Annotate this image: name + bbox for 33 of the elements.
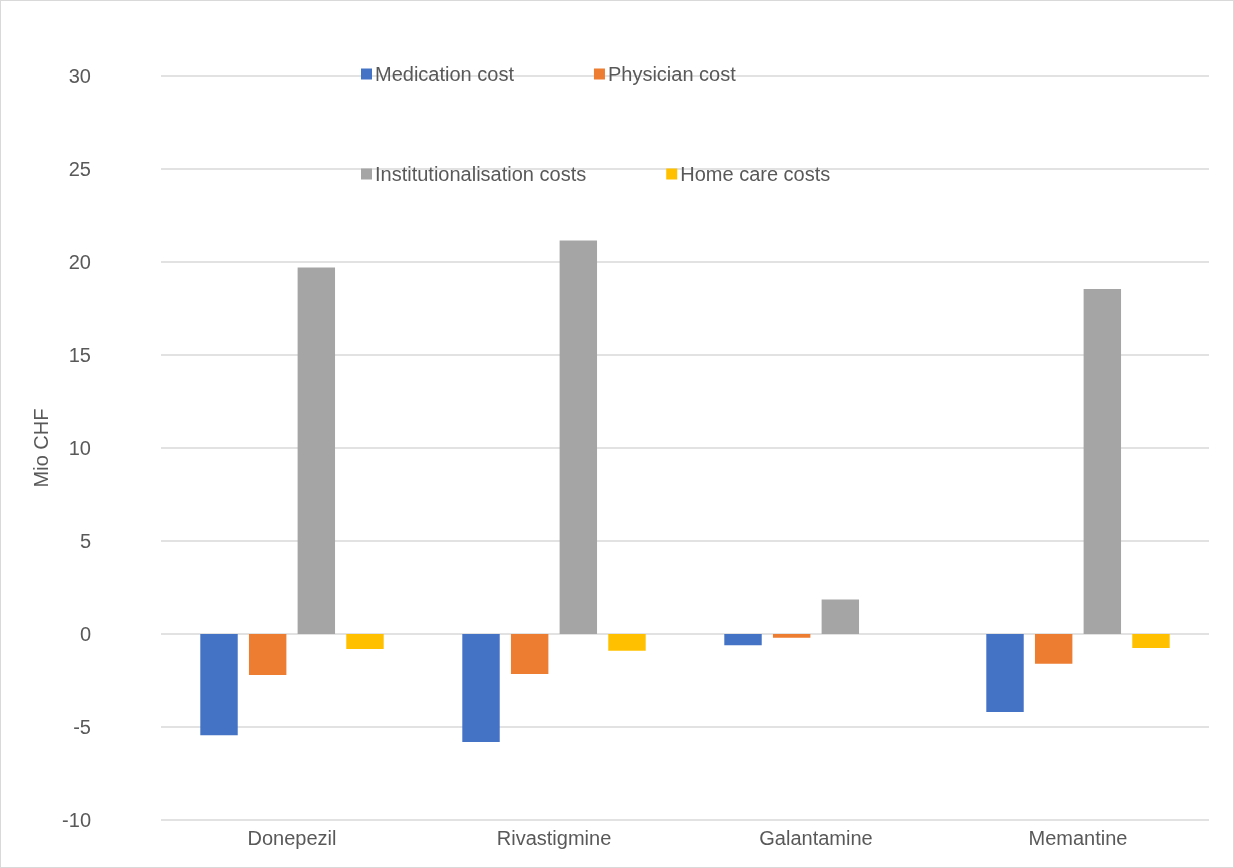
legend-label: Physician cost [607,63,737,85]
bar [1132,634,1170,648]
y-axis-title: Mio CHF [30,408,53,488]
bar [248,634,287,675]
y-tick-label: 5 [79,530,91,552]
bar [724,634,762,646]
x-tick-label: Memantine [1028,827,1128,849]
bar [462,634,500,742]
x-tick-label: Rivastigmine [496,827,612,849]
bar [559,240,598,634]
bar [821,599,860,634]
bar [297,267,336,634]
bar [772,634,811,638]
y-tick-label: 10 [68,437,91,459]
legend-label: Medication cost [375,63,515,85]
y-tick-label: 0 [79,623,91,645]
legend-label: Institutionalisation costs [375,163,587,185]
y-tick-label: -10 [62,809,91,831]
x-tick-label: Donepezil [247,827,337,849]
x-tick-label: Galantamine [759,827,873,849]
bar [608,634,646,651]
bar [1034,634,1073,664]
y-tick-label: 20 [68,251,91,273]
bar [200,634,238,736]
bar [1083,288,1122,634]
bar [510,634,549,674]
y-tick-label: 25 [68,158,91,180]
y-tick-label: -5 [73,716,91,738]
legend-label: Home care costs [680,163,831,185]
y-tick-label: 30 [68,65,91,87]
bar [346,634,384,649]
bar [986,634,1024,713]
y-tick-label: 15 [68,344,91,366]
